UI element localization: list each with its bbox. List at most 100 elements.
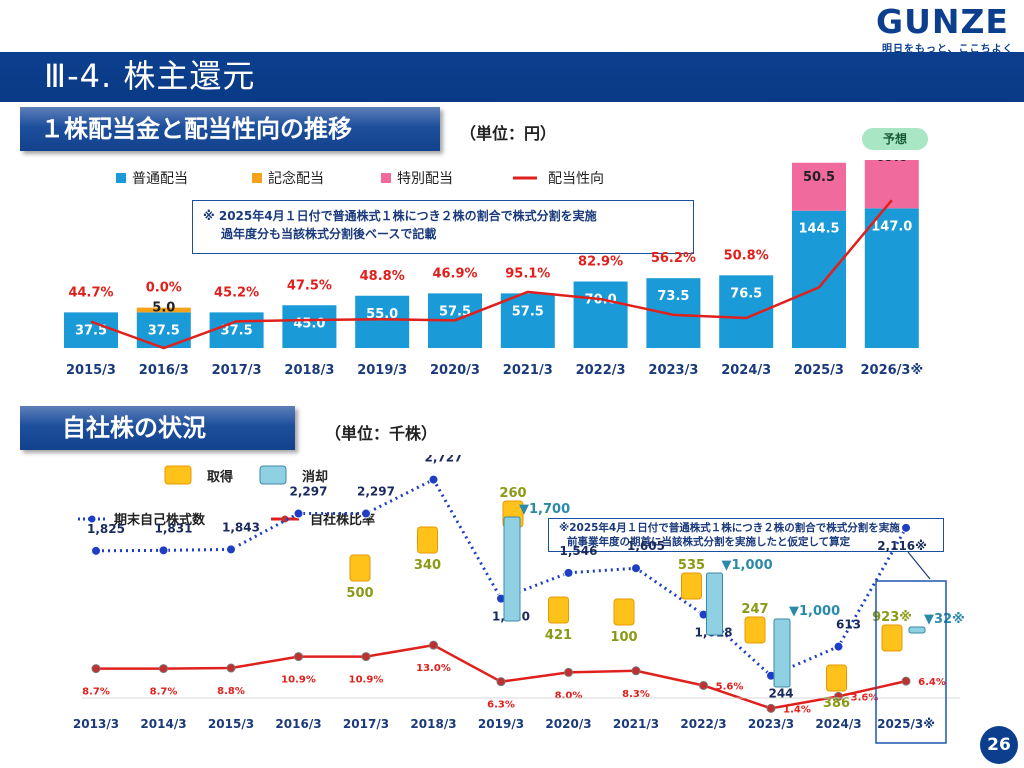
- treasury-stock-point: [226, 544, 236, 555]
- treasury-ratio-point: [496, 677, 506, 687]
- acquisition-marker: [417, 526, 438, 554]
- treasury-stock-point: [563, 567, 574, 578]
- dividend-x-tick: 2020/3: [430, 363, 480, 378]
- dividend-x-tick: 2019/3: [357, 363, 407, 378]
- treasury-x-tick: 2017/3: [343, 717, 389, 731]
- dividend-bar: [864, 208, 919, 348]
- acquisition-label: 500: [346, 586, 373, 601]
- dividend-bar: [64, 312, 118, 348]
- payout-ratio-label: 95.1%: [505, 266, 550, 281]
- dividend-bar-label: 37.5: [221, 323, 253, 338]
- treasury-ratio-label: 13.0%: [416, 663, 451, 674]
- treasury-note: ※2025年4月１日付で普通株式１株につき２株の割合で株式分割を実施 前事業年度…: [548, 518, 944, 552]
- treasury-unit-label: （単位：千株）: [325, 424, 438, 443]
- treasury-x-tick: 2025/3※: [877, 717, 935, 731]
- dividend-bar: [500, 293, 555, 348]
- dividend-note-line2: 過年度分も当該株式分割後ベースで記載: [221, 227, 437, 241]
- treasury-stock-point: [158, 545, 169, 556]
- treasury-ratio-point: [361, 652, 371, 662]
- treasury-note-line1: ※2025年4月１日付で普通株式１株につき２株の割合で株式分割を実施: [559, 522, 900, 534]
- acquisition-marker: [613, 598, 635, 626]
- payout-ratio-label: 50.8%: [724, 248, 769, 263]
- dividend-bar-label: 5.0: [152, 300, 175, 315]
- treasury-ratio-label: 10.9%: [281, 675, 316, 686]
- dividend-bar: [792, 162, 846, 211]
- legend-treasury-dot: [88, 515, 96, 523]
- treasury-stock-point: [428, 474, 439, 485]
- treasury-stock-point: [631, 563, 641, 574]
- header-band: [0, 52, 1024, 102]
- legend-treasury-label: 期末自己株式数: [114, 512, 206, 528]
- treasury-ratio-point: [159, 664, 168, 674]
- treasury-ratio-point: [91, 664, 101, 674]
- legend-cancellation-swatch: [259, 465, 287, 485]
- dividend-x-tick: 2024/3: [721, 363, 771, 378]
- treasury-ratio-point: [226, 663, 236, 673]
- dividend-unit-label: （単位：円）: [460, 124, 557, 143]
- treasury-ratio-label: 10.9%: [349, 675, 384, 686]
- cancellation-marker: [773, 618, 791, 688]
- treasury-ratio-label: 1.4%: [783, 704, 811, 715]
- cancellation-label: ▼1,000: [789, 604, 840, 619]
- dividend-x-tick: 2015/3: [66, 363, 116, 378]
- legend-commemorative-swatch: [252, 173, 262, 183]
- dividend-bar-label: 55.0: [366, 307, 398, 322]
- treasury-ratio-label: 8.8%: [217, 686, 245, 697]
- treasury-ratio-point: [901, 676, 911, 686]
- dividend-bar-label: 69.0: [876, 160, 908, 165]
- payout-ratio-label: 0.0%: [146, 281, 182, 296]
- treasury-stock-point: [293, 508, 304, 519]
- dividend-bar-label: 50.5: [803, 170, 835, 185]
- dividend-bar: [136, 307, 191, 313]
- treasury-ratio-label: 8.7%: [82, 687, 110, 698]
- payout-ratio-line: [90, 199, 893, 350]
- dividend-section-title: １株配当金と配当性向の推移: [20, 107, 440, 151]
- treasury-x-tick: 2019/3: [478, 717, 524, 731]
- cancellation-marker: [908, 626, 926, 634]
- dividend-note: ※ 2025年4月１日付で普通株式１株につき２株の割合で株式分割を実施 過年度分…: [192, 200, 694, 254]
- treasury-x-tick: 2021/3: [613, 717, 659, 731]
- treasury-ratio-label: 8.7%: [150, 687, 178, 698]
- treasury-stock-label: 2,297: [290, 485, 328, 499]
- treasury-x-tick: 2018/3: [410, 717, 456, 731]
- treasury-stock-label: 613: [836, 618, 861, 632]
- treasury-ratio-point: [699, 680, 708, 690]
- dividend-bar-label: 57.5: [439, 304, 471, 319]
- cancellation-marker: [503, 516, 521, 622]
- legend-payout-label: 配当性向: [548, 171, 604, 187]
- legend-ratio-label: 自社株比率: [310, 512, 375, 528]
- dividend-x-tick: 2016/3: [139, 363, 189, 378]
- treasury-x-tick: 2022/3: [680, 717, 726, 731]
- treasury-stock-label: 1,546: [560, 544, 598, 558]
- acquisition-label: 923※: [872, 610, 912, 625]
- cancellation-label: ▼1,000: [722, 558, 773, 573]
- legend-regular-label: 普通配当: [132, 171, 188, 187]
- payout-ratio-label: 44.7%: [68, 285, 113, 300]
- legend-acquisition-swatch: [164, 465, 192, 485]
- legend-acquisition-label: 取得: [207, 469, 233, 485]
- treasury-x-tick: 2016/3: [275, 717, 321, 731]
- treasury-stock-label: 2,727: [425, 455, 463, 465]
- treasury-stock-label: 1,843: [222, 520, 260, 534]
- treasury-ratio-point: [564, 667, 573, 677]
- treasury-ratio-point: [429, 640, 438, 650]
- dividend-bar: [282, 305, 337, 348]
- dividend-bar: [573, 281, 628, 348]
- treasury-ratio-label: 8.3%: [622, 689, 650, 700]
- treasury-ratio-label: 8.0%: [555, 690, 583, 701]
- dividend-x-tick: 2018/3: [284, 363, 334, 378]
- treasury-stock-point: [361, 508, 371, 519]
- dividend-bar-label: 45.0: [293, 316, 325, 331]
- treasury-stock-label: 1,831: [155, 521, 193, 535]
- treasury-x-tick: 2013/3: [73, 717, 119, 731]
- treasury-ratio-point: [294, 652, 303, 662]
- dividend-note-line1: ※ 2025年4月１日付で普通株式１株につき２株の割合で株式分割を実施: [203, 209, 597, 223]
- treasury-x-tick: 2020/3: [545, 717, 591, 731]
- legend-cancellation-label: 消却: [302, 469, 328, 485]
- treasury-x-tick: 2023/3: [748, 717, 794, 731]
- dividend-bar-label: 147.0: [871, 219, 912, 234]
- acquisition-marker: [826, 664, 847, 692]
- dividend-bar: [209, 312, 264, 348]
- page-title: Ⅲ-4. 株主還元: [44, 57, 256, 95]
